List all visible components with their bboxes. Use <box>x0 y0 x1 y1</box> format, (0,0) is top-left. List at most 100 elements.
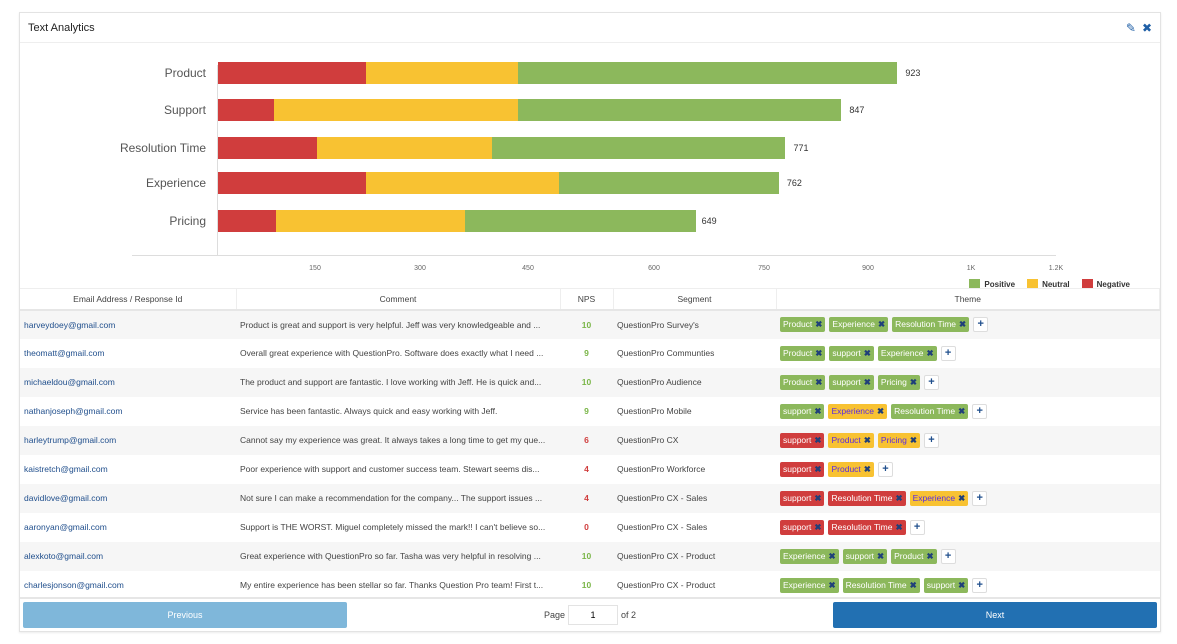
remove-tag-icon[interactable]: ✖ <box>863 347 871 358</box>
bar-neutral[interactable] <box>316 137 492 159</box>
theme-tag[interactable]: Resolution Time ✖ <box>828 490 906 506</box>
table-row[interactable]: charlesjonson@gmail.com My entire experi… <box>20 571 1160 600</box>
add-theme-button[interactable]: + <box>972 403 988 419</box>
add-theme-button[interactable]: + <box>972 490 988 506</box>
remove-tag-icon[interactable]: ✖ <box>958 405 966 416</box>
bar-negative[interactable] <box>218 99 274 121</box>
remove-tag-icon[interactable]: ✖ <box>909 376 918 387</box>
theme-tag[interactable]: support ✖ <box>829 374 874 390</box>
email-cell[interactable]: harveydoey@gmail.com <box>20 309 236 339</box>
bar-negative[interactable] <box>218 137 317 159</box>
theme-tag[interactable]: Experience ✖ <box>909 490 969 506</box>
theme-tag[interactable]: Product ✖ <box>828 461 874 477</box>
remove-tag-icon[interactable]: ✖ <box>814 492 822 503</box>
remove-tag-icon[interactable]: ✖ <box>863 434 871 445</box>
remove-tag-icon[interactable]: ✖ <box>815 319 823 329</box>
email-cell[interactable]: alexkoto@gmail.com <box>20 541 236 571</box>
add-theme-button[interactable]: + <box>972 577 988 593</box>
table-row[interactable]: theomatt@gmail.com Overall great experie… <box>20 339 1160 368</box>
column-header[interactable]: NPS <box>560 288 614 311</box>
theme-tag[interactable]: Experience ✖ <box>780 548 839 564</box>
theme-tag[interactable]: Resolution Time ✖ <box>891 403 969 419</box>
remove-tag-icon[interactable]: ✖ <box>877 550 885 561</box>
theme-tag[interactable]: Product ✖ <box>891 548 937 564</box>
bar-positive[interactable] <box>558 172 779 194</box>
remove-tag-icon[interactable]: ✖ <box>926 550 934 561</box>
theme-tag[interactable]: Product ✖ <box>828 432 874 448</box>
bar-negative[interactable] <box>218 172 366 194</box>
email-cell[interactable]: theomatt@gmail.com <box>24 348 105 358</box>
theme-tag[interactable]: Pricing ✖ <box>877 432 921 448</box>
bar-neutral[interactable] <box>276 210 466 232</box>
theme-tag[interactable]: support ✖ <box>780 461 825 477</box>
table-row[interactable]: alexkoto@gmail.com Great experience with… <box>20 541 1160 571</box>
theme-tag[interactable]: Product ✖ <box>780 345 826 361</box>
add-theme-button[interactable]: + <box>940 548 956 564</box>
theme-tag[interactable]: support ✖ <box>829 345 874 361</box>
remove-tag-icon[interactable]: ✖ <box>814 463 822 474</box>
remove-tag-icon[interactable]: ✖ <box>863 376 871 387</box>
email-cell[interactable]: charlesjonson@gmail.com <box>24 580 124 590</box>
remove-tag-icon[interactable]: ✖ <box>828 579 836 590</box>
table-row[interactable]: harleytrump@gmail.com Cannot say my expe… <box>20 425 1160 455</box>
table-row[interactable]: harveydoey@gmail.com Product is great an… <box>20 309 1160 339</box>
add-theme-button[interactable]: + <box>877 461 893 477</box>
table-row[interactable]: aaronyan@gmail.com Support is THE WORST.… <box>20 513 1160 542</box>
remove-tag-icon[interactable]: ✖ <box>863 463 871 474</box>
table-row[interactable]: kaistretch@gmail.com Poor experience wit… <box>20 455 1160 484</box>
remove-tag-icon[interactable]: ✖ <box>959 319 967 329</box>
legend-neutral[interactable]: Neutral <box>1027 279 1070 289</box>
add-theme-button[interactable]: + <box>973 317 989 332</box>
remove-tag-icon[interactable]: ✖ <box>895 521 903 532</box>
theme-tag[interactable]: Pricing ✖ <box>877 374 921 390</box>
bar-negative[interactable] <box>218 62 366 84</box>
bar-positive[interactable] <box>491 137 786 159</box>
bar-neutral[interactable] <box>365 62 519 84</box>
edit-icon[interactable]: ✎ <box>1125 20 1136 35</box>
theme-tag[interactable]: Experience ✖ <box>828 403 888 419</box>
bar-positive[interactable] <box>518 62 898 84</box>
theme-tag[interactable]: support ✖ <box>923 577 969 593</box>
table-row[interactable]: nathanjoseph@gmail.com Service has been … <box>20 397 1160 426</box>
add-theme-button[interactable]: + <box>924 432 940 448</box>
remove-tag-icon[interactable]: ✖ <box>828 550 836 561</box>
remove-tag-icon[interactable]: ✖ <box>958 492 966 503</box>
bar-positive[interactable] <box>465 210 696 232</box>
email-cell[interactable]: davidlove@gmail.com <box>20 483 236 513</box>
add-theme-button[interactable]: + <box>940 345 956 361</box>
next-button[interactable]: Next <box>832 602 1157 628</box>
bar-positive[interactable] <box>517 99 842 121</box>
theme-tag[interactable]: support ✖ <box>780 432 825 448</box>
theme-tag[interactable]: support ✖ <box>780 490 825 506</box>
theme-tag[interactable]: support ✖ <box>780 519 825 535</box>
theme-tag[interactable]: Product ✖ <box>780 374 826 390</box>
bar-negative[interactable] <box>218 210 277 232</box>
column-header[interactable]: Theme <box>776 288 1160 311</box>
email-cell[interactable]: nathanjoseph@gmail.com <box>24 406 123 416</box>
legend-negative[interactable]: Negative <box>1081 279 1130 289</box>
remove-tag-icon[interactable]: ✖ <box>814 521 822 532</box>
email-cell[interactable]: harleytrump@gmail.com <box>20 425 236 455</box>
column-header[interactable]: Email Address / Response Id <box>20 288 237 311</box>
theme-tag[interactable]: Experience ✖ <box>829 317 889 332</box>
remove-tag-icon[interactable]: ✖ <box>958 579 966 590</box>
bar-neutral[interactable] <box>273 99 518 121</box>
email-cell[interactable]: kaistretch@gmail.com <box>24 464 108 474</box>
remove-tag-icon[interactable]: ✖ <box>814 434 822 445</box>
add-theme-button[interactable]: + <box>909 519 925 535</box>
theme-tag[interactable]: Resolution Time ✖ <box>842 577 920 593</box>
remove-tag-icon[interactable]: ✖ <box>909 434 918 445</box>
table-row[interactable]: davidlove@gmail.com Not sure I can make … <box>20 483 1160 513</box>
bar-neutral[interactable] <box>365 172 559 194</box>
legend-positive[interactable]: Positive <box>969 279 1015 289</box>
theme-tag[interactable]: support ✖ <box>780 403 825 419</box>
remove-tag-icon[interactable]: ✖ <box>877 319 886 329</box>
theme-tag[interactable]: Resolution Time ✖ <box>892 317 970 332</box>
add-theme-button[interactable]: + <box>924 374 940 390</box>
table-row[interactable]: michaeldou@gmail.com The product and sup… <box>20 367 1160 397</box>
email-cell[interactable]: aaronyan@gmail.com <box>24 522 107 532</box>
remove-tag-icon[interactable]: ✖ <box>815 376 823 387</box>
remove-tag-icon[interactable]: ✖ <box>926 347 934 358</box>
theme-tag[interactable]: Resolution Time ✖ <box>828 519 906 535</box>
email-cell[interactable]: michaeldou@gmail.com <box>20 367 236 397</box>
